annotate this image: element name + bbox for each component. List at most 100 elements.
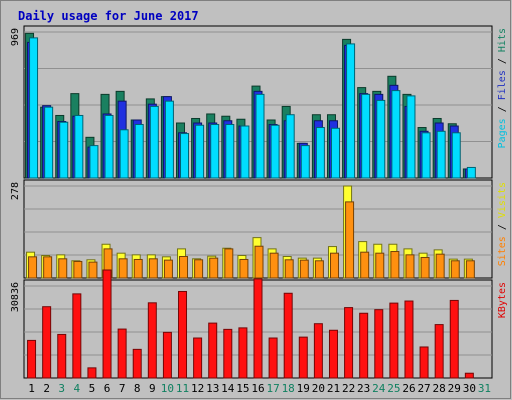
bar-pages-day-17	[270, 124, 280, 179]
bar-sites-day-29	[450, 260, 460, 279]
bar-pages-day-29	[451, 132, 461, 179]
bar-pages-day-14	[225, 124, 235, 179]
bar-sites-day-25	[390, 251, 400, 279]
bar-sites-day-7	[118, 258, 128, 279]
bar-kbytes-day-17	[268, 337, 278, 379]
legend-part: /	[497, 218, 508, 236]
legend-part: Sites	[497, 236, 508, 266]
bar-kbytes-day-8	[132, 348, 142, 379]
bar-kbytes-day-30	[464, 372, 474, 379]
bar-sites-day-8	[133, 258, 143, 279]
legend-label-panel-2: Sites / Visits	[497, 182, 508, 266]
day-label-26: 26	[402, 382, 415, 395]
bar-kbytes-day-22	[344, 307, 354, 379]
bar-sites-day-20	[314, 260, 324, 279]
bar-kbytes-day-9	[147, 302, 157, 379]
bar-kbytes-day-11	[178, 290, 188, 379]
bar-kbytes-day-16	[253, 278, 263, 379]
bar-kbytes-day-20	[313, 323, 323, 379]
legend-label-panel-1: Pages / Files / Hits	[497, 28, 508, 148]
bar-kbytes-day-1	[27, 339, 37, 379]
bar-pages-day-22	[346, 43, 356, 179]
day-label-6: 6	[104, 382, 111, 395]
bar-pages-day-10	[164, 100, 174, 179]
day-label-7: 7	[119, 382, 126, 395]
bar-pages-day-9	[149, 105, 159, 179]
bar-kbytes-day-5	[87, 367, 97, 379]
legend-part: KBytes	[497, 282, 508, 318]
day-label-1: 1	[28, 382, 35, 395]
bar-sites-day-15	[239, 258, 249, 279]
day-label-13: 13	[206, 382, 219, 395]
bar-kbytes-day-23	[359, 312, 369, 379]
bar-sites-day-19	[299, 259, 309, 279]
day-label-20: 20	[312, 382, 325, 395]
day-label-10: 10	[161, 382, 174, 395]
bar-sites-day-21	[329, 252, 339, 279]
bar-sites-day-12	[194, 259, 204, 279]
bar-pages-day-20	[315, 127, 325, 179]
bar-pages-day-3	[59, 121, 69, 179]
bar-sites-day-1	[28, 256, 38, 279]
day-label-16: 16	[251, 382, 264, 395]
bar-sites-day-11	[179, 255, 189, 279]
bar-kbytes-day-27	[419, 346, 429, 379]
bar-kbytes-day-28	[434, 324, 444, 379]
day-label-19: 19	[297, 382, 310, 395]
bar-sites-day-23	[360, 251, 370, 279]
legend-part: Hits	[497, 28, 508, 52]
bar-pages-day-18	[285, 114, 295, 179]
bar-sites-day-27	[420, 256, 430, 279]
panel-kbytes: 30836	[10, 269, 493, 379]
legend-part: Files	[497, 70, 508, 100]
bar-pages-day-12	[195, 124, 205, 179]
day-label-23: 23	[357, 382, 370, 395]
chart-title: Daily usage for June 2017	[18, 9, 199, 23]
bar-kbytes-day-7	[117, 328, 127, 379]
bar-sites-day-18	[284, 259, 294, 279]
day-label-9: 9	[149, 382, 156, 395]
legend-part: /	[497, 100, 508, 118]
bar-sites-day-10	[163, 259, 173, 279]
day-label-27: 27	[417, 382, 430, 395]
max-value-label: 30836	[10, 282, 21, 312]
day-label-8: 8	[134, 382, 141, 395]
day-label-18: 18	[282, 382, 295, 395]
bar-pages-day-5	[89, 145, 99, 179]
bar-kbytes-day-15	[238, 327, 248, 379]
day-axis-labels: 1 2 3 4 5 6 7 8 9 10 11 12 13 14 15 16 17 18 19 20 21 22 23 24 2…	[28, 382, 491, 395]
bar-pages-day-13	[210, 124, 220, 179]
bar-kbytes-day-24	[374, 309, 384, 379]
bar-kbytes-day-13	[208, 322, 218, 379]
bar-pages-day-11	[180, 133, 190, 179]
max-value-label: 969	[10, 28, 21, 46]
bar-kbytes-day-3	[57, 333, 67, 379]
bar-sites-day-2	[43, 256, 53, 279]
day-label-11: 11	[176, 382, 189, 395]
bar-kbytes-day-26	[404, 300, 414, 379]
day-label-21: 21	[327, 382, 340, 395]
bar-pages-day-15	[240, 125, 250, 179]
bar-sites-day-24	[375, 252, 385, 279]
bar-kbytes-day-4	[72, 293, 82, 379]
bar-pages-day-6	[104, 114, 114, 179]
bar-pages-day-8	[134, 124, 144, 179]
bar-kbytes-day-14	[223, 328, 233, 379]
legend-label-panel-3: KBytes	[497, 282, 508, 318]
day-label-4: 4	[74, 382, 81, 395]
bar-pages-day-24	[376, 99, 386, 179]
day-label-3: 3	[58, 382, 65, 395]
bar-sites-day-3	[58, 258, 68, 279]
bar-pages-day-2	[44, 106, 54, 179]
day-label-28: 28	[433, 382, 446, 395]
bar-kbytes-day-2	[42, 306, 52, 379]
bar-pages-day-16	[255, 93, 265, 179]
legend-labels: Pages / Files / Hits Sites / Visits KBytes	[497, 28, 508, 318]
bar-kbytes-day-21	[328, 329, 338, 379]
bar-sites-day-28	[435, 253, 445, 279]
legend-part: Visits	[497, 182, 508, 218]
day-label-30: 30	[463, 382, 476, 395]
max-value-label: 278	[10, 182, 21, 200]
bar-pages-day-21	[330, 127, 340, 179]
